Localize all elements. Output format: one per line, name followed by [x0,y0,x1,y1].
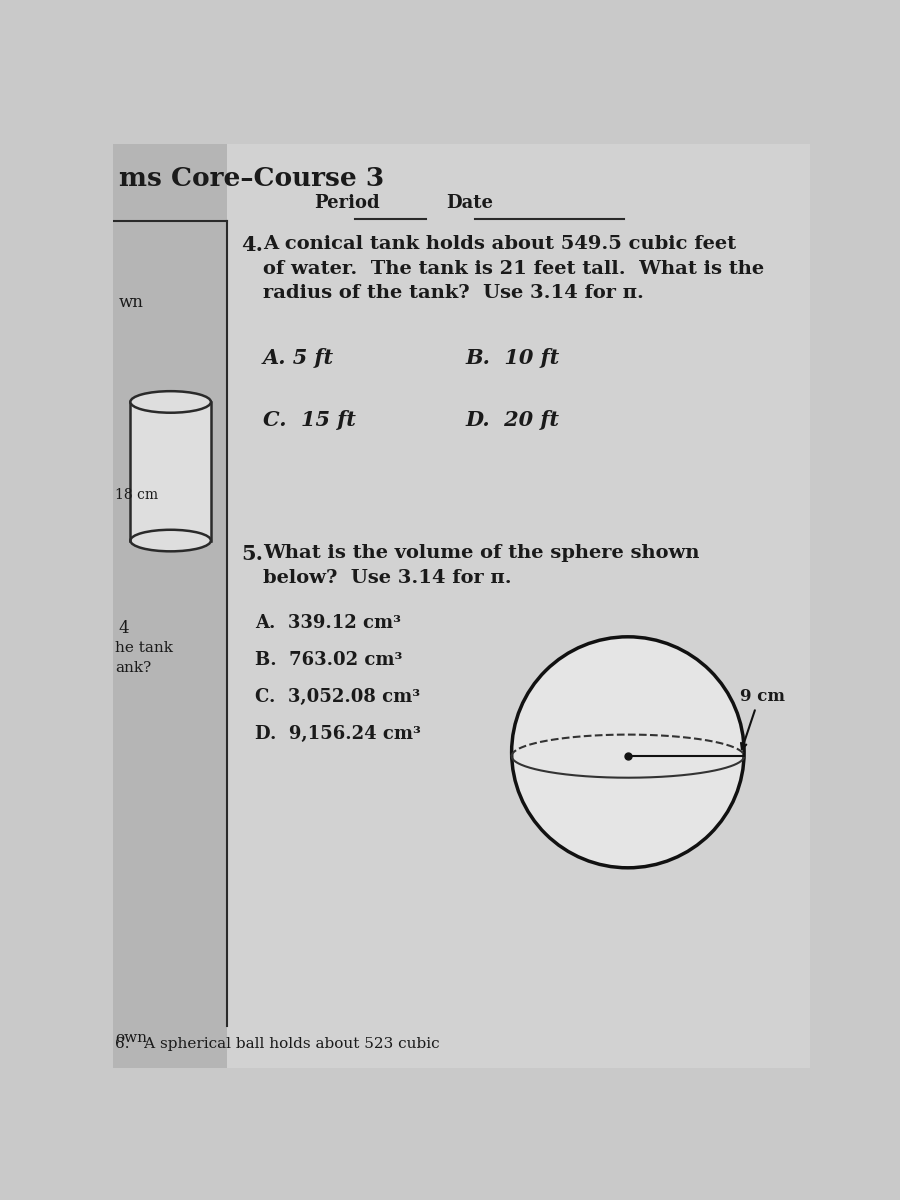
Text: of water.  The tank is 21 feet tall.  What is the: of water. The tank is 21 feet tall. What… [263,259,764,277]
Text: ank?: ank? [115,661,151,676]
Text: wn: wn [119,294,144,311]
Text: radius of the tank?  Use 3.14 for π.: radius of the tank? Use 3.14 for π. [263,284,644,302]
Text: D.  9,156.24 cm³: D. 9,156.24 cm³ [255,725,421,743]
Text: C.  3,052.08 cm³: C. 3,052.08 cm³ [255,688,420,706]
Text: 4: 4 [119,620,130,637]
Text: A.  339.12 cm³: A. 339.12 cm³ [255,613,401,631]
Text: Period: Period [314,194,380,212]
Text: B.  763.02 cm³: B. 763.02 cm³ [255,650,402,668]
Text: 18 cm: 18 cm [115,488,158,502]
Text: C.  15 ft: C. 15 ft [263,409,356,430]
Text: 6.   A spherical ball holds about 523 cubic: 6. A spherical ball holds about 523 cubi… [115,1037,439,1051]
Text: 4.: 4. [241,235,263,254]
Text: own: own [115,1031,147,1045]
Text: Date: Date [446,194,493,212]
Text: A. 5 ft: A. 5 ft [263,348,334,368]
Text: 5.: 5. [241,545,263,564]
Text: B.  10 ft: B. 10 ft [466,348,560,368]
Ellipse shape [130,391,211,413]
Bar [112,144,227,1068]
Text: A conical tank holds about 549.5 cubic feet: A conical tank holds about 549.5 cubic f… [263,235,736,253]
Bar [130,402,211,540]
Text: What is the volume of the sphere shown: What is the volume of the sphere shown [263,545,699,563]
Text: 9 cm: 9 cm [740,688,785,704]
Text: below?  Use 3.14 for π.: below? Use 3.14 for π. [263,569,511,587]
Text: D.  20 ft: D. 20 ft [466,409,560,430]
Text: ms Core–Course 3: ms Core–Course 3 [119,166,384,191]
Bar [227,144,810,1068]
Circle shape [511,637,744,868]
Ellipse shape [130,529,211,551]
Text: he tank: he tank [115,641,173,655]
